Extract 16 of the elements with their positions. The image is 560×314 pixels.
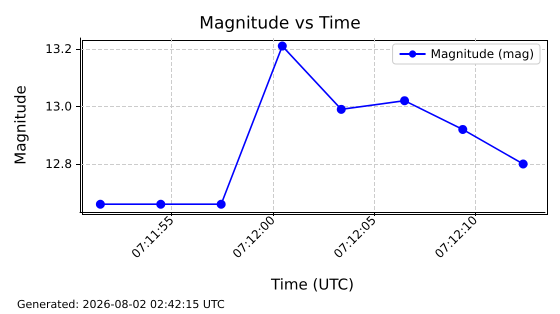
point <box>400 96 410 106</box>
point <box>336 104 346 114</box>
point <box>518 159 528 168</box>
y-tick-label: 13.2 <box>45 42 72 56</box>
point <box>216 200 226 209</box>
text: Generated: 2026-08-02 02:42:15 UTC <box>17 298 226 311</box>
point <box>96 200 105 209</box>
y-axis-title: Magnitude <box>12 85 30 165</box>
point <box>458 124 468 134</box>
point <box>278 42 287 51</box>
chart-title: Magnitude vs Time <box>199 14 361 34</box>
x-axis-title: Time (UTC) <box>270 276 354 294</box>
point <box>156 200 166 209</box>
y-tick-label: 13.0 <box>45 99 72 114</box>
legend-label: Magnitude (mag) <box>430 47 534 61</box>
y-tick-label: 12.8 <box>45 156 72 171</box>
